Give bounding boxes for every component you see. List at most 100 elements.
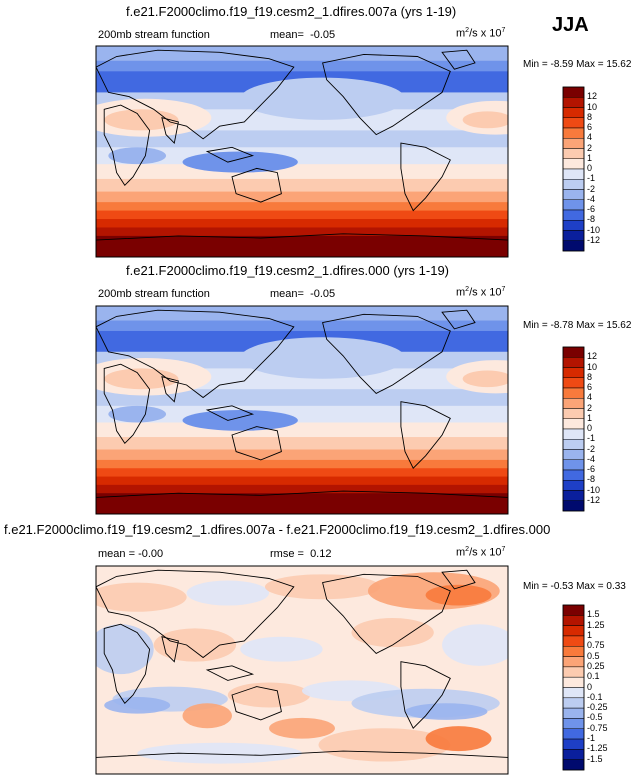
anomaly-blob [227,682,311,708]
anomaly-blob [442,624,508,666]
map-frame [95,45,509,258]
contour-band [96,164,508,180]
colorbar-tick-label: -6 [587,464,596,474]
contour-band [96,178,508,193]
colorbar-tick-label: -4 [587,453,596,464]
trough-region [240,337,405,379]
contour-band [96,484,508,494]
colorbar-tick-label: 0.5 [587,650,600,661]
coastline [322,573,451,654]
coastline [322,313,451,394]
colorbar-cell [562,367,585,378]
colorbar-cell [562,676,585,688]
coastline [441,49,476,70]
colorbar-frame [562,346,585,512]
coastline [103,623,151,705]
contour-band [96,191,508,203]
colorbar-tick-label: 2 [587,402,593,413]
colorbar-cell [562,346,585,358]
colorbar-tick-label: -1 [587,433,596,444]
colorbar-tick-label: -4 [587,193,596,204]
colorbar-cell [562,179,585,190]
colorbar-cell [562,199,585,211]
anticyclone-lobe [462,111,508,129]
colorbar-frame [562,604,585,771]
colorbar-cell [562,168,585,180]
contour-band [96,459,508,469]
anticyclone-lobe [462,370,508,388]
colorbar-cell [562,687,585,699]
coastline [161,636,179,663]
panel1-mean: mean= -0.05 [270,29,336,41]
anomaly-blob [405,703,488,720]
colorbar-cell [562,418,585,430]
colorbar-tick-label: 1.5 [587,609,600,620]
colorbar-cell [562,189,585,200]
colorbar-cell [562,117,585,129]
colorbar-tick-label: 2 [587,142,593,153]
panel2-variable-label: 200mb stream function [98,288,210,300]
colorbar-cell [562,449,585,460]
colorbar-cell [562,230,585,241]
season-label: JJA [552,14,589,36]
colorbar-tick-label: 4 [587,132,593,143]
anomaly-blob [96,624,154,675]
anomaly-blob [153,628,237,662]
colorbar-cell [562,625,585,637]
colorbar-cell [562,635,585,647]
coastline [400,401,451,469]
colorbar-tick-label: -1 [587,733,596,744]
map-frame [95,305,509,515]
coastline [205,405,255,421]
colorbar-tick-label: 6 [587,122,593,132]
colorbar-tick-label: -12 [587,494,601,505]
coastline [231,426,282,461]
colorbar-frame [562,86,585,252]
anomaly-blob [182,703,232,729]
colorbar-cell [562,209,585,221]
contour-band [96,219,508,228]
colorbar-cell [562,377,585,389]
panel1-minmax: Min = -8.59 Max = 15.62 [523,59,632,70]
colorbar-cell [562,428,585,440]
coastline [96,233,508,257]
colorbar-cell [562,459,585,471]
colorbar-cell [562,398,585,409]
contour-band [96,46,508,62]
coastline [96,750,508,774]
anomaly-blob [351,618,434,648]
coastline [400,142,451,212]
colorbar-cell [562,240,585,252]
panel1-map [96,46,508,257]
coastline [161,117,179,145]
colorbar-tick-label: -8 [587,474,596,485]
colorbar-tick-label: 6 [587,382,593,392]
coastline [400,661,451,729]
colorbar-tick-label: 10 [587,361,598,372]
map-frames [95,45,509,775]
colorbar-tick-label: 0.25 [587,660,605,671]
contour-band [96,227,508,237]
contour-band [96,320,508,332]
panel3-map [96,566,508,774]
colorbar-tick-label: 1.25 [587,619,605,630]
coastline [103,104,151,187]
colorbar-tick-label: -2 [587,443,596,454]
coastline [96,309,295,399]
colorbar-cell [562,138,585,149]
anomaly-blob [240,636,323,662]
cyclone-blob [108,147,167,165]
colorbars [562,86,585,771]
colorbar-cell [562,158,585,170]
contour-band [96,493,508,514]
colorbar-tick-label: 12 [587,91,598,102]
colorbar-tick-label: 8 [587,111,593,122]
coastline [205,146,255,163]
colorbar-cell [562,666,585,678]
colorbar-tick-label: 12 [587,351,598,362]
contour-band [96,210,508,220]
colorbar-tick-label: 0 [587,163,593,173]
colorbar-cell [562,604,585,616]
colorbar-tick-label: -2 [587,183,596,194]
